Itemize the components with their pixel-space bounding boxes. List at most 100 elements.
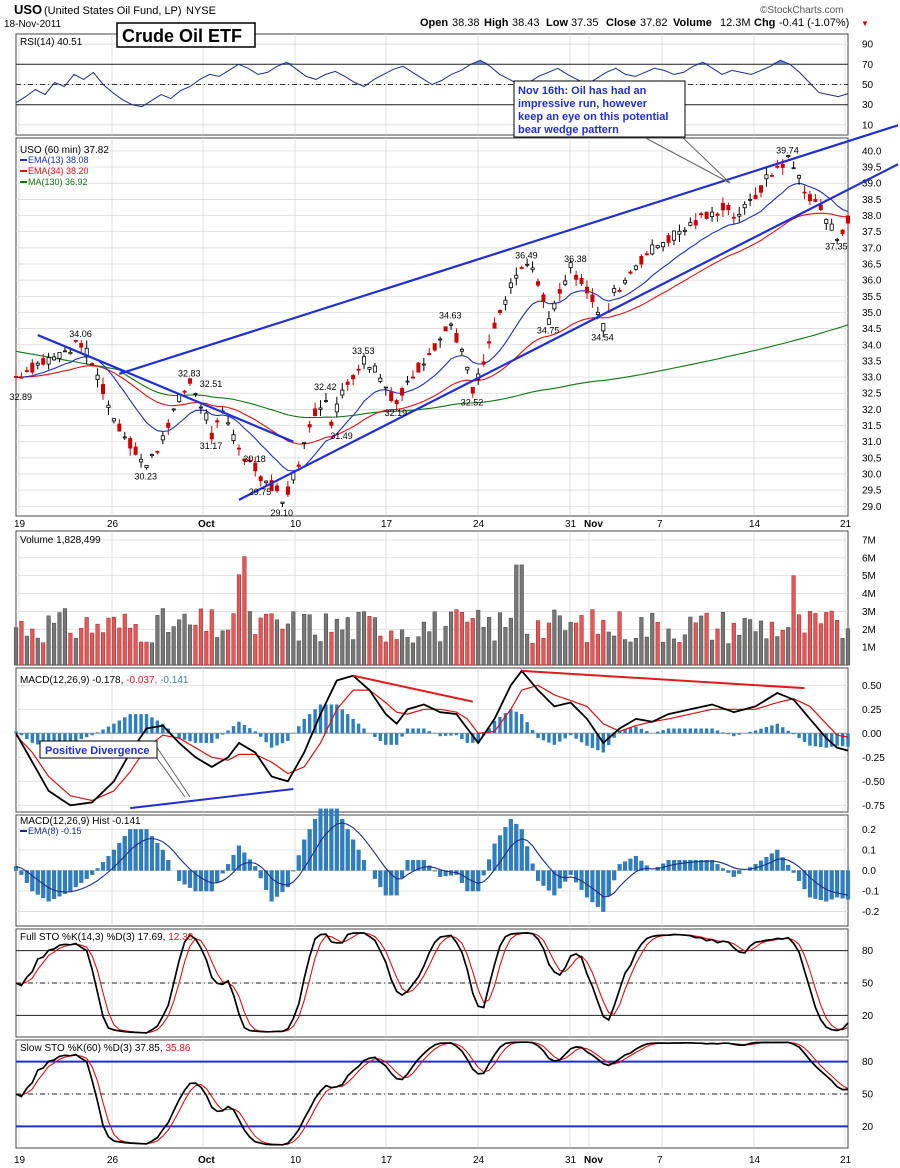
candle-body	[90, 363, 95, 366]
price-tick-label: 31.0	[862, 437, 882, 448]
volume-bar	[427, 631, 432, 666]
hist-bar	[231, 854, 236, 871]
candle-body	[737, 213, 742, 217]
price-data-label: 34.75	[537, 326, 560, 336]
hist-bar	[617, 864, 622, 871]
hist-bar	[149, 836, 154, 871]
hist-bar	[220, 870, 225, 874]
macd-histogram-bar	[106, 726, 111, 734]
macd-histogram-bar	[721, 732, 725, 734]
volume-bar	[68, 632, 73, 666]
macd-histogram-bar	[835, 733, 839, 746]
macd-histogram-bar	[280, 733, 285, 744]
hist-bar	[30, 870, 35, 892]
macd-histogram-bar	[237, 721, 241, 734]
macd-histogram-bar	[726, 733, 731, 735]
candle-body	[106, 404, 111, 408]
candle-body	[285, 486, 290, 495]
volume-bar	[345, 617, 350, 666]
macd-histogram-bar	[688, 728, 693, 734]
volume-bar	[182, 613, 187, 666]
vol-tick-label: 3M	[862, 607, 876, 618]
candle-body	[318, 407, 323, 410]
macd-histogram-bar	[123, 717, 127, 734]
hist-bar	[487, 859, 492, 871]
candle-body	[410, 376, 415, 379]
macd-histogram-bar	[585, 733, 589, 746]
candle-body	[275, 485, 280, 492]
price-data-label: 33.53	[352, 346, 375, 356]
x-axis-label: 7	[657, 1155, 663, 1166]
hist-bar	[704, 860, 709, 871]
volume-bar	[688, 616, 693, 666]
volume-bar	[128, 627, 133, 666]
price-tick-label: 38.5	[862, 195, 882, 206]
candle-body	[73, 340, 78, 342]
macd-histogram-bar	[231, 726, 236, 734]
macd-histogram-bar	[438, 733, 442, 737]
volume-bar	[291, 611, 296, 666]
volume-label: Volume	[673, 17, 712, 29]
candle-body	[101, 384, 106, 395]
volume-value: 12.3M	[720, 17, 751, 29]
price-data-label: 32.52	[461, 398, 484, 408]
x-axis-label: 10	[290, 519, 302, 530]
macd-histogram-bar	[492, 720, 497, 734]
macd-histogram-bar	[139, 714, 143, 734]
volume-bar	[285, 623, 290, 666]
candle-body	[389, 391, 394, 401]
candle-body	[574, 274, 579, 280]
macd-histogram-bar	[840, 733, 845, 747]
volume-bar	[454, 609, 459, 666]
hist-bar	[139, 829, 144, 871]
macd-histogram-bar	[318, 704, 323, 734]
candle-body	[584, 286, 589, 294]
rsi-tick-label: 10	[862, 120, 874, 131]
candle-body	[280, 501, 285, 504]
candle-body	[340, 389, 345, 396]
macd-histogram-bar	[63, 733, 67, 745]
candle-body	[519, 267, 524, 269]
volume-bar	[731, 622, 736, 666]
price-tick-label: 34.5	[862, 324, 882, 335]
macd-histogram-bar	[487, 728, 491, 734]
macd-histogram-bar	[525, 722, 529, 734]
macd-tick-label: 0.25	[862, 705, 882, 716]
macd-histogram-bar	[41, 733, 45, 747]
candle-body	[46, 357, 51, 365]
volume-bar	[171, 626, 176, 666]
macd-histogram-bar	[498, 716, 502, 734]
macd-histogram-bar	[465, 733, 470, 743]
hist-bar	[280, 870, 285, 892]
volume-bar	[601, 619, 606, 666]
hist-bar	[563, 870, 568, 882]
ema13-line	[15, 182, 849, 472]
volume-bar	[775, 636, 780, 666]
candle-body	[481, 361, 486, 365]
macd-histogram-bar	[373, 733, 377, 738]
candle-body	[710, 211, 715, 217]
hist-bar	[481, 870, 486, 876]
x-axis-label: Oct	[198, 519, 215, 530]
macd-histogram-bar	[313, 709, 317, 734]
candle-body	[693, 220, 698, 226]
hist-bar	[133, 829, 138, 871]
candle-body	[52, 356, 57, 361]
volume-bar	[448, 611, 454, 666]
hist-bar	[383, 870, 388, 896]
hist-bar	[421, 860, 426, 871]
volume-bar	[280, 628, 285, 666]
macd-histogram-bar	[634, 726, 638, 734]
candle-body	[541, 294, 546, 302]
macd-histogram-bar	[384, 733, 388, 745]
price-legend-ema13: EMA(13) 38.08	[28, 155, 89, 165]
candle-body	[362, 356, 367, 365]
volume-bar	[410, 642, 416, 666]
volume-bar	[845, 628, 851, 666]
x-axis-label: 14	[749, 519, 761, 530]
price-data-label: 30.18	[243, 454, 266, 464]
wedge-trendline	[37, 334, 294, 443]
hist-bar	[726, 870, 731, 873]
vol-tick-label: 1M	[862, 643, 876, 654]
macd-histogram-bar	[612, 733, 616, 738]
